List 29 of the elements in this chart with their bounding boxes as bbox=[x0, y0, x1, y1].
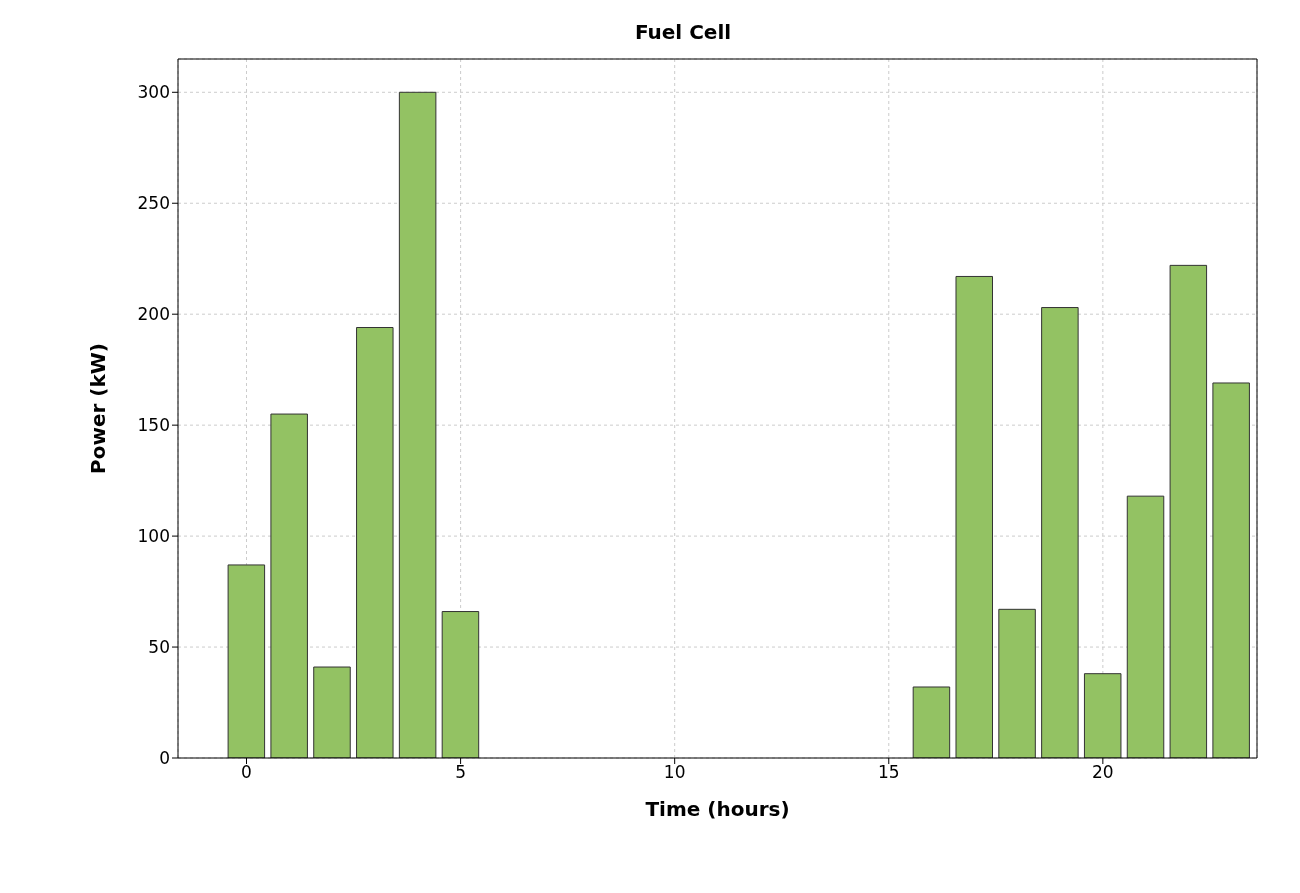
bar bbox=[313, 666, 351, 758]
bar bbox=[1169, 264, 1208, 758]
bar bbox=[227, 564, 266, 758]
x-tick-label: 5 bbox=[455, 762, 467, 783]
bar bbox=[1126, 495, 1165, 758]
x-axis-title: Time (hours) bbox=[645, 797, 790, 821]
y-axis-title: Power (kW) bbox=[86, 343, 111, 474]
bar bbox=[1041, 307, 1079, 758]
y-tick-label: 150 bbox=[137, 415, 170, 436]
bar bbox=[1212, 382, 1250, 758]
x-tick-label: 15 bbox=[877, 762, 900, 783]
bar bbox=[270, 413, 308, 758]
chart-title: Fuel Cell bbox=[633, 20, 733, 44]
bar bbox=[998, 608, 1036, 758]
bar bbox=[356, 327, 394, 758]
x-tick-label: 20 bbox=[1092, 762, 1114, 783]
y-tick-label: 100 bbox=[137, 526, 170, 547]
bar bbox=[398, 91, 437, 758]
bar bbox=[955, 275, 993, 758]
x-tick-label: 0 bbox=[241, 762, 252, 783]
bar bbox=[1083, 673, 1122, 758]
y-tick-label: 50 bbox=[148, 637, 170, 658]
bar bbox=[912, 686, 951, 758]
y-tick-label: 300 bbox=[137, 82, 170, 103]
y-tick-label: 0 bbox=[159, 748, 170, 769]
y-tick-label: 200 bbox=[137, 304, 170, 325]
y-tick-label: 250 bbox=[137, 193, 170, 214]
x-tick-label: 10 bbox=[663, 762, 686, 783]
bar bbox=[441, 611, 480, 758]
